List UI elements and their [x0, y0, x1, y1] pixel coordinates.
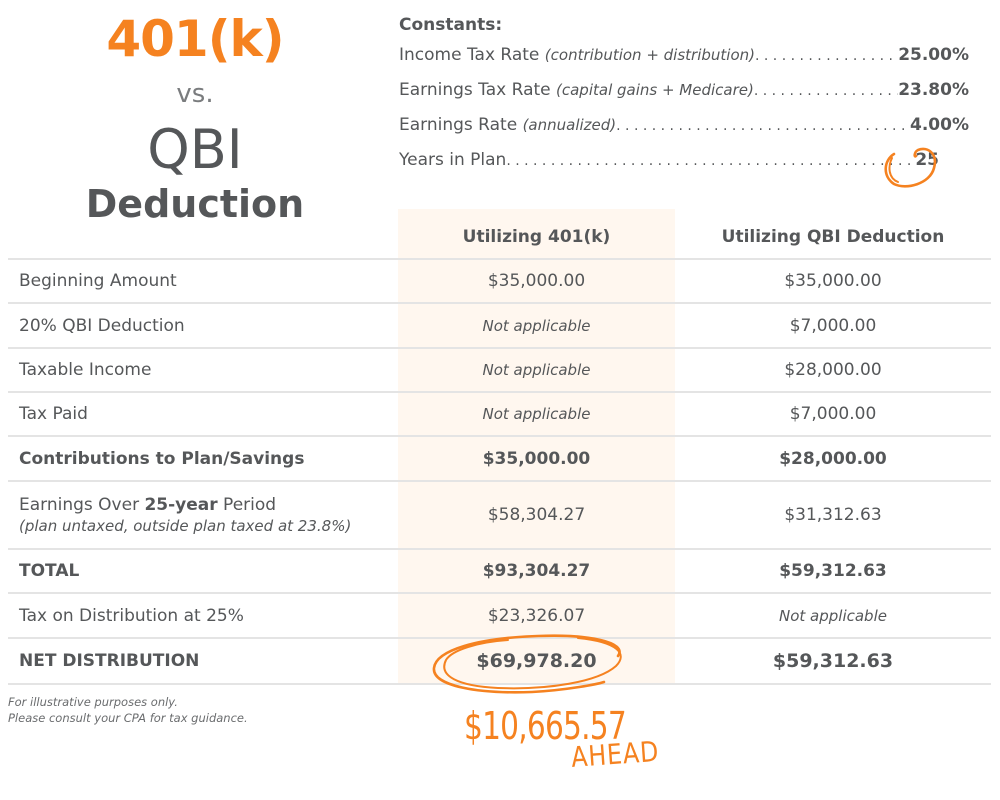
cell-qbi: $7,000.00	[789, 404, 877, 424]
row-label: TOTAL	[19, 561, 80, 581]
constant-note: (annualized)	[522, 116, 617, 134]
constants-panel: Constants: Income Tax Rate (contribution…	[399, 12, 969, 178]
cell-401k: $69,978.20	[476, 650, 597, 672]
constant-label: Years in Plan	[399, 150, 507, 170]
cell-401k: $93,304.27	[482, 561, 591, 581]
table-row: Taxable Income Not applicable $28,000.00	[8, 349, 991, 393]
disclaimer: For illustrative purposes only. Please c…	[8, 695, 248, 725]
cell-401k: Not applicable	[482, 316, 591, 335]
title-vs: vs.	[176, 79, 214, 109]
cell-qbi: $28,000.00	[779, 448, 887, 469]
cell-401k: $58,304.27	[487, 505, 586, 525]
row-label: Beginning Amount	[19, 271, 177, 291]
row-label: Taxable Income	[19, 360, 152, 380]
row-label: 20% QBI Deduction	[19, 315, 185, 336]
constant-earnings-tax-rate: Earnings Tax Rate (capital gains + Medic…	[399, 73, 969, 108]
constant-income-tax-rate: Income Tax Rate (contribution + distribu…	[399, 38, 969, 73]
cell-qbi: $7,000.00	[789, 315, 877, 336]
constant-label: Earnings Tax Rate	[399, 80, 557, 100]
table-row: Tax Paid Not applicable $7,000.00	[8, 393, 991, 437]
cell-qbi: $31,312.63	[784, 505, 882, 525]
cell-401k: Not applicable	[482, 405, 591, 423]
cell-qbi: Not applicable	[779, 606, 887, 625]
constant-value: 23.80%	[898, 80, 969, 100]
row-sublabel: (plan untaxed, outside plan taxed at 23.…	[19, 517, 352, 535]
table-row: 20% QBI Deduction Not applicable $7,000.…	[8, 304, 991, 349]
constant-note: (contribution + distribution)	[544, 46, 755, 64]
row-label: NET DISTRIBUTION	[19, 651, 200, 671]
table-row: Contributions to Plan/Savings $35,000.00…	[8, 437, 991, 482]
constant-label: Earnings Rate	[399, 115, 523, 135]
cell-qbi: $59,312.63	[779, 561, 887, 581]
comparison-table: Utilizing 401(k) Utilizing QBI Deduction…	[8, 209, 991, 685]
hand-drawn-circle-icon	[884, 147, 937, 188]
table-row: Beginning Amount $35,000.00 $35,000.00	[8, 260, 991, 304]
cell-qbi: $28,000.00	[784, 360, 882, 380]
title-deduction: Deduction	[85, 182, 305, 226]
cell-qbi: $59,312.63	[772, 650, 894, 672]
constant-note: (capital gains + Medicare)	[556, 81, 754, 99]
row-label: Tax Paid	[19, 404, 88, 424]
cell-qbi: $35,000.00	[784, 271, 882, 291]
constant-value: 25.00%	[898, 45, 969, 65]
row-label: Contributions to Plan/Savings	[19, 448, 305, 469]
constant-label: Income Tax Rate	[399, 45, 545, 65]
leader-dots	[616, 109, 910, 144]
constants-heading: Constants:	[399, 15, 503, 35]
column-header-qbi: Utilizing QBI Deduction	[721, 226, 945, 247]
column-header-401k: Utilizing 401(k)	[462, 226, 611, 247]
ahead-word-annotation: AHEAD	[570, 734, 661, 774]
table-header-row: Utilizing 401(k) Utilizing QBI Deduction	[8, 209, 991, 260]
cell-401k: Not applicable	[482, 361, 591, 379]
header-blank	[8, 209, 398, 258]
cell-401k: $35,000.00	[482, 448, 591, 469]
leader-dots	[506, 144, 915, 179]
hand-drawn-oval-icon	[432, 634, 622, 694]
ahead-amount-annotation: $10,665.57	[464, 704, 627, 748]
highlight-column-401k	[398, 209, 675, 684]
leader-dots	[754, 74, 898, 109]
leader-dots	[755, 39, 898, 74]
title-qbi: QBI	[147, 118, 243, 181]
constant-earnings-rate: Earnings Rate (annualized) 4.00%	[399, 108, 969, 143]
table-row-net-distribution: NET DISTRIBUTION $69,978.20 $59,312.63	[8, 639, 991, 685]
cell-401k: $35,000.00	[487, 271, 586, 291]
table-row: TOTAL $93,304.27 $59,312.63	[8, 550, 991, 594]
constant-value: 4.00%	[910, 115, 969, 135]
title-401k: 401(k)	[106, 10, 284, 68]
cell-401k: $23,326.07	[487, 605, 586, 626]
table-row: Earnings Over 25-year Period (plan untax…	[8, 482, 991, 550]
row-label: Earnings Over 25-year Period (plan untax…	[8, 482, 398, 548]
row-label: Tax on Distribution at 25%	[19, 605, 244, 626]
